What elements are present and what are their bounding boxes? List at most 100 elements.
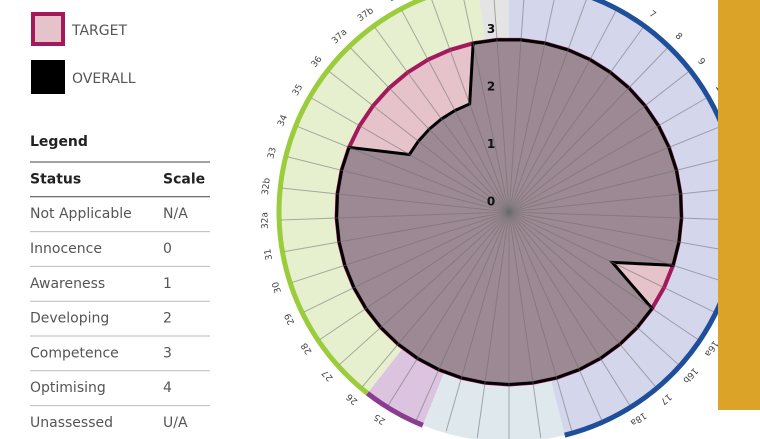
spoke <box>508 156 731 213</box>
table-cell: Not Applicable <box>30 206 132 222</box>
category-label: 31 <box>263 248 275 261</box>
spoke <box>508 0 587 213</box>
legend-swatch <box>31 60 65 94</box>
category-label: 17 <box>658 391 673 406</box>
spoke <box>339 211 510 365</box>
table-cell: 1 <box>163 276 172 292</box>
table-cell: U/A <box>163 415 188 431</box>
spoke <box>508 126 721 213</box>
spoke <box>401 10 510 213</box>
spoke <box>292 211 510 283</box>
spoke <box>508 211 715 313</box>
r-tick-label: 2 <box>487 80 495 94</box>
category-label: 36 <box>310 54 325 69</box>
category-label: 9 <box>695 57 707 68</box>
table-cell: Awareness <box>30 276 105 292</box>
spoke <box>508 27 644 213</box>
spoke <box>508 71 689 213</box>
table-header: Scale <box>163 171 205 187</box>
table-cell: Innocence <box>30 241 102 257</box>
spoke <box>362 211 510 387</box>
spoke <box>508 0 525 213</box>
table-cell: Competence <box>30 345 119 361</box>
spoke <box>508 211 679 365</box>
category-label: 37b <box>356 6 376 24</box>
spoke <box>319 211 510 340</box>
r-tick-label: 0 <box>487 195 495 209</box>
spoke <box>508 97 707 213</box>
category-label: 29 <box>283 311 297 326</box>
spoke <box>282 187 510 213</box>
plot: 678910141516a16b1718a2526272829303132a32… <box>260 0 747 439</box>
spoke <box>508 10 617 213</box>
spoke <box>493 0 510 213</box>
spoke <box>281 211 510 221</box>
category-label: 25 <box>372 411 387 426</box>
spoke <box>508 211 542 438</box>
category-label: 35 <box>291 83 305 98</box>
category-label: 18a <box>628 410 648 427</box>
spoke <box>463 0 510 213</box>
spoke <box>374 27 510 213</box>
spoke <box>508 187 736 213</box>
table-title: Legend <box>30 134 88 150</box>
spoke <box>508 47 668 213</box>
table-cell: N/A <box>163 206 188 222</box>
spoke <box>303 211 510 313</box>
spoke <box>508 211 603 421</box>
side-panel <box>718 0 760 410</box>
category-label: 26 <box>345 391 360 406</box>
category-label: 30 <box>271 280 284 294</box>
category-label: 32a <box>260 212 271 229</box>
spoke <box>476 211 510 438</box>
spoke <box>508 0 555 213</box>
legend-swatch <box>31 12 65 46</box>
spoke <box>287 156 510 213</box>
category-label: 16a <box>702 338 720 358</box>
spoke <box>284 211 510 253</box>
table-cell: Optimising <box>30 380 106 396</box>
category-label: 27 <box>320 367 335 382</box>
table-cell: 2 <box>163 311 172 327</box>
sector-ring <box>365 391 424 428</box>
spoke <box>508 211 631 406</box>
table-header: Status <box>30 171 81 187</box>
table-cell: Developing <box>30 311 109 327</box>
table-cell: Unassessed <box>30 415 113 431</box>
spoke <box>508 211 656 387</box>
r-tick-label: 3 <box>487 22 495 36</box>
spoke <box>350 47 510 213</box>
spoke <box>508 211 737 221</box>
category-label: 6 <box>618 0 628 3</box>
spoke <box>415 211 510 421</box>
spoke <box>329 71 510 213</box>
table-cell: 3 <box>163 345 172 361</box>
category-label: 37a <box>330 27 349 46</box>
category-label: 34 <box>276 113 290 128</box>
legend-label: OVERALL <box>72 71 136 87</box>
spoke <box>508 211 573 432</box>
category-label: 33 <box>266 146 278 160</box>
table-cell: 4 <box>163 380 172 396</box>
r-tick-label: 1 <box>487 137 495 151</box>
category-label: 7 <box>647 9 658 20</box>
sector-ring <box>276 0 427 396</box>
spoke <box>445 211 510 432</box>
spoke <box>387 211 510 406</box>
category-label: 16b <box>680 365 699 385</box>
spoke <box>297 126 510 213</box>
spoke <box>508 211 699 340</box>
spoke <box>311 97 510 213</box>
category-label: 28 <box>300 340 315 355</box>
legend-label: TARGET <box>71 23 127 39</box>
spoke <box>431 0 510 213</box>
category-label: 8 <box>673 31 684 42</box>
category-label: 38 <box>387 0 402 4</box>
category-label: 32b <box>261 177 273 195</box>
table-cell: 0 <box>163 241 172 257</box>
legend-panel: TARGET OVERALL Legend Status Scale Not Applic… <box>30 12 210 431</box>
spoke <box>508 211 726 283</box>
spoke <box>508 211 734 253</box>
